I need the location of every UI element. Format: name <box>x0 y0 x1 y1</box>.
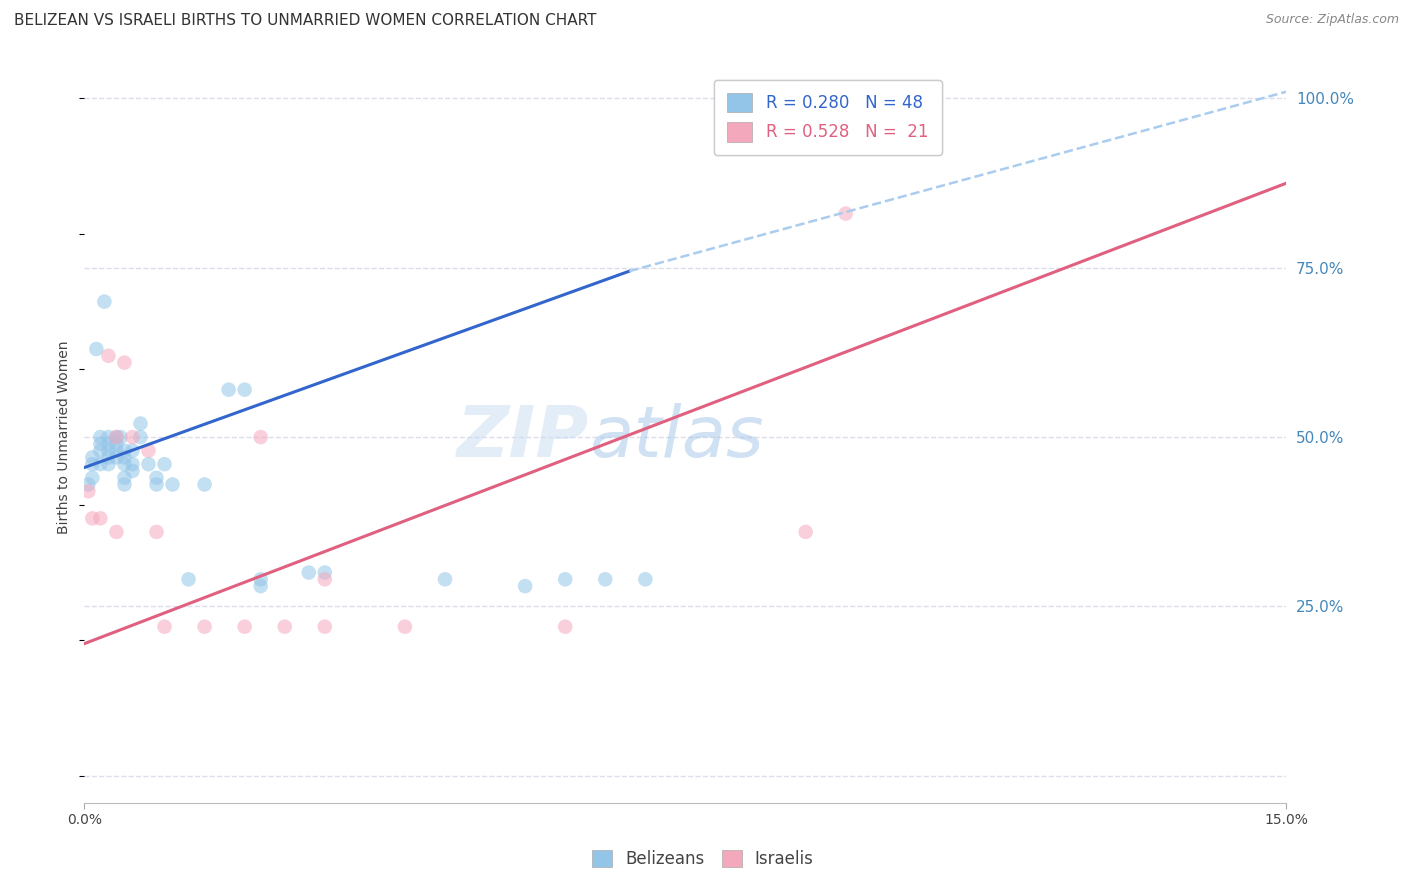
Point <box>835 206 858 220</box>
Point <box>434 572 457 586</box>
Point <box>77 484 100 499</box>
Point <box>129 430 152 444</box>
Point <box>110 430 132 444</box>
Point <box>162 477 184 491</box>
Point <box>89 443 111 458</box>
Point <box>595 572 617 586</box>
Point <box>554 620 576 634</box>
Point <box>82 511 104 525</box>
Point <box>249 430 271 444</box>
Text: Source: ZipAtlas.com: Source: ZipAtlas.com <box>1265 13 1399 27</box>
Point <box>97 450 120 465</box>
Legend: Belizeans, Israelis: Belizeans, Israelis <box>586 843 820 875</box>
Point <box>97 430 120 444</box>
Point <box>314 566 336 580</box>
Point <box>298 566 321 580</box>
Point <box>105 443 128 458</box>
Point <box>77 477 100 491</box>
Point <box>794 524 817 539</box>
Legend: R = 0.280   N = 48, R = 0.528   N =  21: R = 0.280 N = 48, R = 0.528 N = 21 <box>714 79 942 155</box>
Point <box>105 430 128 444</box>
Point <box>233 620 256 634</box>
Point <box>194 477 217 491</box>
Point <box>105 450 128 465</box>
Point <box>105 430 128 444</box>
Point <box>114 457 135 471</box>
Point <box>114 450 135 465</box>
Text: ZIP: ZIP <box>457 402 589 472</box>
Point <box>82 457 104 471</box>
Y-axis label: Births to Unmarried Women: Births to Unmarried Women <box>58 341 72 533</box>
Point <box>105 524 128 539</box>
Point <box>314 572 336 586</box>
Point <box>274 620 297 634</box>
Point <box>249 572 271 586</box>
Point <box>93 294 115 309</box>
Point <box>145 471 167 485</box>
Point <box>314 620 336 634</box>
Point <box>233 383 256 397</box>
Point <box>145 477 167 491</box>
Point <box>114 443 135 458</box>
Point <box>121 443 143 458</box>
Point <box>129 417 152 431</box>
Point <box>97 349 120 363</box>
Point <box>97 443 120 458</box>
Text: atlas: atlas <box>589 402 763 472</box>
Point <box>114 477 135 491</box>
Point <box>394 620 416 634</box>
Point <box>153 457 176 471</box>
Point <box>138 457 160 471</box>
Point <box>145 524 167 539</box>
Point <box>138 443 160 458</box>
Point <box>114 471 135 485</box>
Point <box>89 437 111 451</box>
Point <box>89 457 111 471</box>
Point <box>515 579 537 593</box>
Point <box>194 620 217 634</box>
Point <box>634 572 657 586</box>
Point <box>121 464 143 478</box>
Point <box>89 430 111 444</box>
Point <box>97 457 120 471</box>
Point <box>82 471 104 485</box>
Point <box>105 437 128 451</box>
Point <box>86 342 108 356</box>
Point <box>554 572 576 586</box>
Point <box>121 430 143 444</box>
Point <box>97 437 120 451</box>
Point <box>89 511 111 525</box>
Point <box>218 383 240 397</box>
Point <box>249 579 271 593</box>
Text: BELIZEAN VS ISRAELI BIRTHS TO UNMARRIED WOMEN CORRELATION CHART: BELIZEAN VS ISRAELI BIRTHS TO UNMARRIED … <box>14 13 596 29</box>
Point <box>114 355 135 369</box>
Point <box>177 572 200 586</box>
Point <box>153 620 176 634</box>
Point <box>82 450 104 465</box>
Point <box>121 457 143 471</box>
